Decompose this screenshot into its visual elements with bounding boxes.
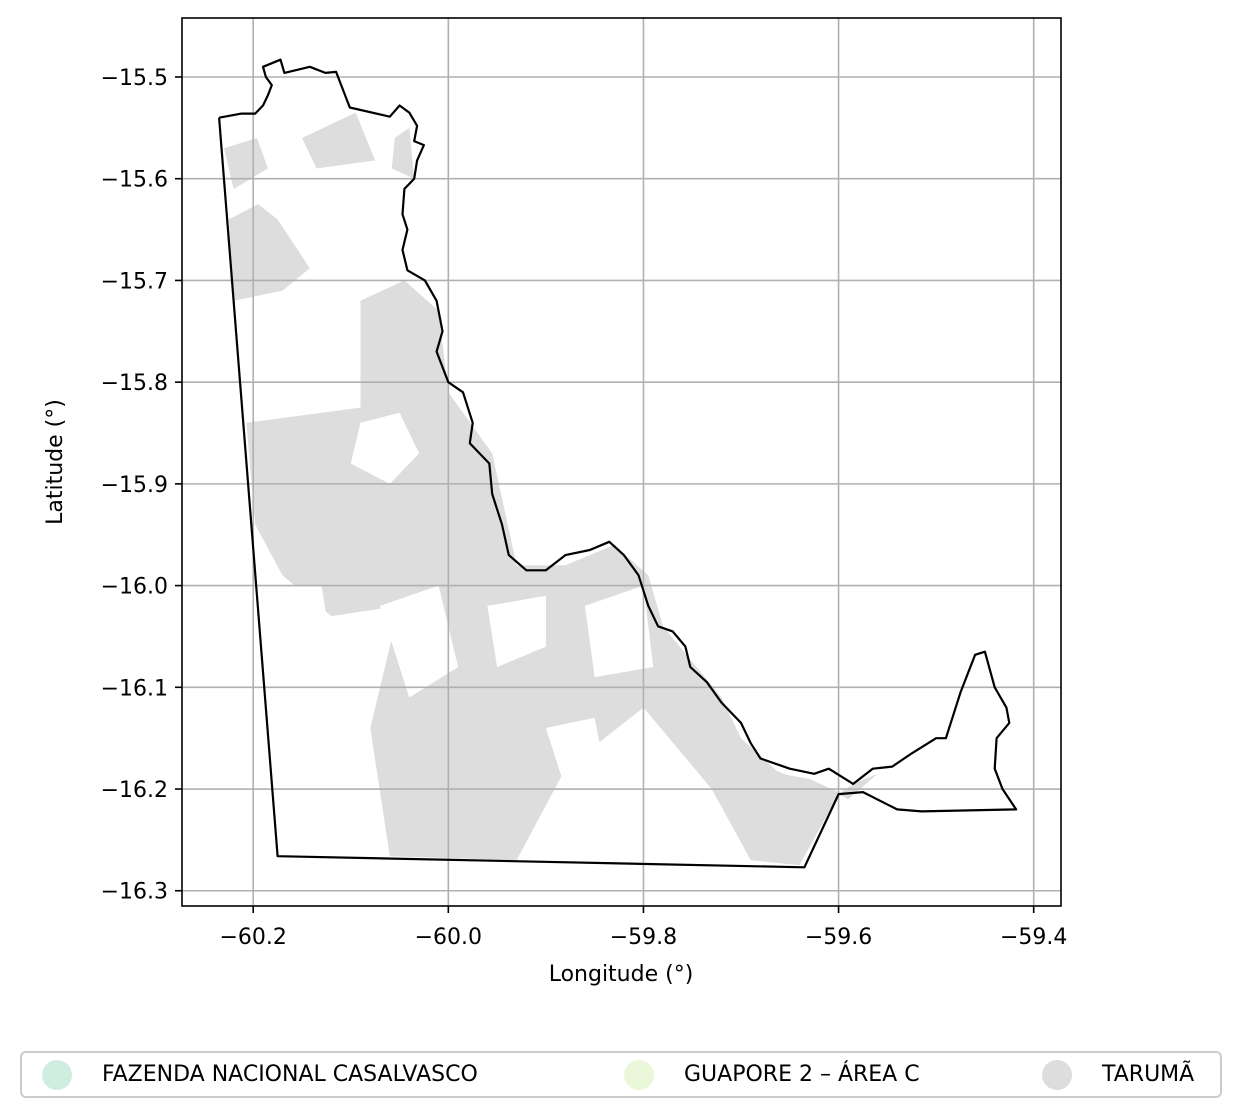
area-gap-5: [545, 717, 605, 789]
boundary-layer: [218, 58, 1018, 869]
area-gap-4: [272, 585, 332, 667]
map-figure: −60.2 −60.0 −59.8 −59.6 −59.4 −15.5−15.6−15.…: [43, 17, 1067, 987]
x-axis: −60.2 −60.0 −59.8 −59.6 −59.4: [220, 906, 1067, 950]
legend-label-casalvasco: FAZENDA NACIONAL CASALVASCO: [102, 1062, 478, 1087]
x-tick-label-0: −60.2: [220, 925, 287, 950]
area-polygon-2-3: [391, 127, 415, 179]
legend-marker-casalvasco: [42, 1059, 72, 1090]
legend-label-taruma: TARUMÃ: [1102, 1062, 1195, 1087]
y-axis: −15.5 −15.6 −15.7 −15.8 −15.9 −16.0 −16.1 −16.2…: [101, 66, 182, 905]
y-tick-label-4: −15.9: [101, 473, 168, 498]
y-tick-label-3: −15.8: [101, 371, 168, 396]
boundary-outline: [218, 58, 1018, 869]
area-fills: [224, 112, 878, 866]
legend-marker-guapore: [624, 1059, 654, 1090]
x-tick-label-2: −59.8: [610, 925, 677, 950]
x-tick-label-4: −59.4: [1000, 925, 1067, 950]
legend-item-taruma: TARUMÃ: [1042, 1053, 1194, 1096]
area-polygon-2-0: [224, 138, 268, 189]
legend-marker-taruma: [1042, 1059, 1072, 1090]
area-polygon-2-1: [228, 204, 310, 301]
y-tick-label-5: −16.0: [101, 575, 168, 600]
area-gap-0: [350, 412, 420, 484]
area-polygon-2-2: [302, 112, 376, 169]
legend-label-guapore: GUAPORE 2 – ÁREA C: [684, 1062, 920, 1087]
y-tick-label-7: −16.2: [101, 778, 168, 803]
x-tick-label-1: −60.0: [415, 925, 482, 950]
area-gap-2: [487, 595, 546, 667]
plot-frame: [181, 17, 1062, 907]
area-gap-3: [584, 585, 654, 678]
y-tick-label-2: −15.7: [101, 269, 168, 294]
grid-lines: [182, 18, 1061, 906]
y-tick-label-6: −16.1: [101, 676, 168, 701]
legend-item-casalvasco: FAZENDA NACIONAL CASALVASCO: [42, 1053, 478, 1096]
legend: FAZENDA NACIONAL CASALVASCO GUAPORE 2 – …: [20, 1051, 1222, 1098]
y-tick-label-0: −15.5: [101, 66, 168, 91]
area-polygon-2-5: [760, 768, 839, 866]
y-tick-label-8: −16.3: [101, 880, 168, 905]
x-axis-title: Longitude (°): [549, 962, 694, 987]
legend-item-guapore: GUAPORE 2 – ÁREA C: [624, 1053, 920, 1096]
x-tick-label-3: −59.6: [805, 925, 872, 950]
y-axis-title: Latitude (°): [43, 399, 68, 525]
y-tick-label-1: −15.6: [101, 168, 168, 193]
area-gap-1: [380, 585, 459, 698]
